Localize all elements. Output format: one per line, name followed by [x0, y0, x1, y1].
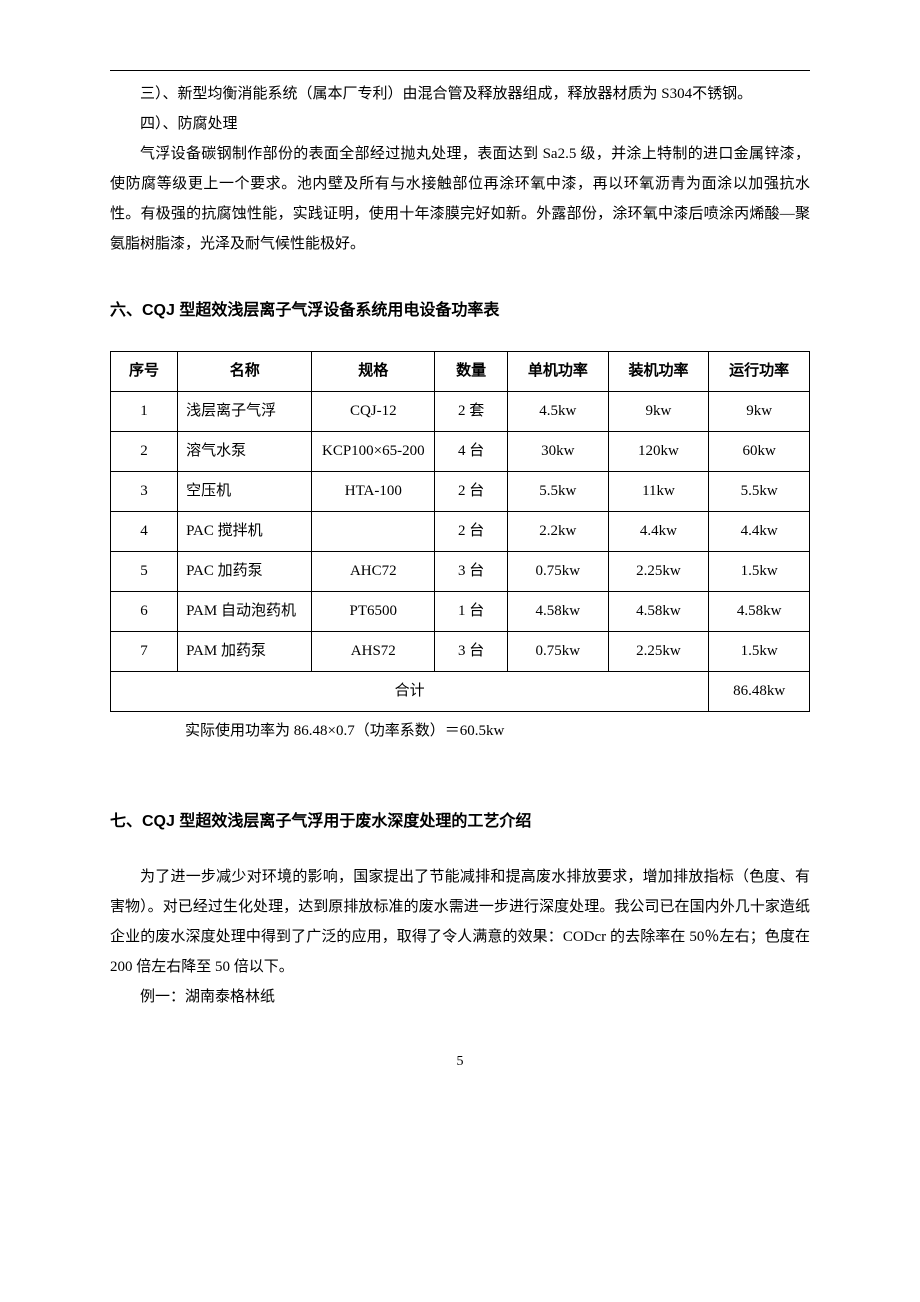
cell-spec: KCP100×65-200	[312, 432, 435, 472]
cell-name: PAC 搅拌机	[178, 512, 312, 552]
cell-installed: 4.4kw	[608, 512, 709, 552]
power-table: 序号 名称 规格 数量 单机功率 装机功率 运行功率 1 浅层离子气浮 CQJ-…	[110, 351, 810, 712]
table-row: 7 PAM 加药泵 AHS72 3 台 0.75kw 2.25kw 1.5kw	[111, 632, 810, 672]
cell-run: 4.58kw	[709, 592, 810, 632]
page-number: 5	[110, 1048, 810, 1076]
cell-qty: 3 台	[435, 632, 508, 672]
table-row: 3 空压机 HTA-100 2 台 5.5kw 11kw 5.5kw	[111, 472, 810, 512]
cell-total-label: 合计	[111, 672, 709, 712]
cell-qty: 2 套	[435, 392, 508, 432]
cell-run: 1.5kw	[709, 632, 810, 672]
table-row: 1 浅层离子气浮 CQJ-12 2 套 4.5kw 9kw 9kw	[111, 392, 810, 432]
paragraph-4-body: 气浮设备碳钢制作部份的表面全部经过抛丸处理，表面达到 Sa2.5 级，并涂上特制…	[110, 139, 810, 259]
paragraph-4-heading: 四）、防腐处理	[110, 109, 810, 139]
cell-installed: 9kw	[608, 392, 709, 432]
cell-spec: HTA-100	[312, 472, 435, 512]
cell-unit: 4.58kw	[508, 592, 609, 632]
cell-name: 溶气水泵	[178, 432, 312, 472]
cell-unit: 4.5kw	[508, 392, 609, 432]
th-seq: 序号	[111, 352, 178, 392]
section-7-heading: 七、CQJ 型超效浅层离子气浮用于废水深度处理的工艺介绍	[110, 806, 810, 838]
cell-name: 空压机	[178, 472, 312, 512]
cell-unit: 0.75kw	[508, 552, 609, 592]
cell-seq: 3	[111, 472, 178, 512]
cell-spec: AHS72	[312, 632, 435, 672]
table-row: 6 PAM 自动泡药机 PT6500 1 台 4.58kw 4.58kw 4.5…	[111, 592, 810, 632]
cell-name: 浅层离子气浮	[178, 392, 312, 432]
cell-installed: 120kw	[608, 432, 709, 472]
cell-installed: 11kw	[608, 472, 709, 512]
cell-run: 60kw	[709, 432, 810, 472]
cell-qty: 2 台	[435, 472, 508, 512]
table-row: 2 溶气水泵 KCP100×65-200 4 台 30kw 120kw 60kw	[111, 432, 810, 472]
cell-total-value: 86.48kw	[709, 672, 810, 712]
th-spec: 规格	[312, 352, 435, 392]
cell-installed: 4.58kw	[608, 592, 709, 632]
cell-qty: 1 台	[435, 592, 508, 632]
cell-seq: 5	[111, 552, 178, 592]
th-run-power: 运行功率	[709, 352, 810, 392]
cell-unit: 2.2kw	[508, 512, 609, 552]
cell-name: PAM 自动泡药机	[178, 592, 312, 632]
cell-unit: 30kw	[508, 432, 609, 472]
cell-spec: CQJ-12	[312, 392, 435, 432]
cell-seq: 4	[111, 512, 178, 552]
table-header-row: 序号 名称 规格 数量 单机功率 装机功率 运行功率	[111, 352, 810, 392]
cell-qty: 2 台	[435, 512, 508, 552]
paragraph-3: 三）、新型均衡消能系统（属本厂专利）由混合管及释放器组成，释放器材质为 S304…	[110, 79, 810, 109]
section-6-heading: 六、CQJ 型超效浅层离子气浮设备系统用电设备功率表	[110, 295, 810, 327]
cell-run: 5.5kw	[709, 472, 810, 512]
cell-qty: 3 台	[435, 552, 508, 592]
th-name: 名称	[178, 352, 312, 392]
cell-installed: 2.25kw	[608, 632, 709, 672]
cell-installed: 2.25kw	[608, 552, 709, 592]
cell-spec	[312, 512, 435, 552]
cell-name: PAC 加药泵	[178, 552, 312, 592]
cell-qty: 4 台	[435, 432, 508, 472]
spacer	[110, 746, 810, 770]
cell-run: 4.4kw	[709, 512, 810, 552]
cell-seq: 1	[111, 392, 178, 432]
table-row: 5 PAC 加药泵 AHC72 3 台 0.75kw 2.25kw 1.5kw	[111, 552, 810, 592]
cell-run: 1.5kw	[709, 552, 810, 592]
cell-spec: AHC72	[312, 552, 435, 592]
cell-seq: 7	[111, 632, 178, 672]
cell-name: PAM 加药泵	[178, 632, 312, 672]
cell-spec: PT6500	[312, 592, 435, 632]
cell-unit: 5.5kw	[508, 472, 609, 512]
table-total-row: 合计 86.48kw	[111, 672, 810, 712]
cell-seq: 2	[111, 432, 178, 472]
table-note: 实际使用功率为 86.48×0.7（功率系数）＝60.5kw	[110, 716, 810, 746]
cell-run: 9kw	[709, 392, 810, 432]
th-installed-power: 装机功率	[608, 352, 709, 392]
th-unit-power: 单机功率	[508, 352, 609, 392]
th-qty: 数量	[435, 352, 508, 392]
top-rule	[110, 70, 810, 71]
section-7-paragraph-1: 为了进一步减少对环境的影响，国家提出了节能减排和提高废水排放要求，增加排放指标（…	[110, 862, 810, 982]
cell-seq: 6	[111, 592, 178, 632]
table-row: 4 PAC 搅拌机 2 台 2.2kw 4.4kw 4.4kw	[111, 512, 810, 552]
section-7-paragraph-2: 例一：湖南泰格林纸	[110, 982, 810, 1012]
cell-unit: 0.75kw	[508, 632, 609, 672]
